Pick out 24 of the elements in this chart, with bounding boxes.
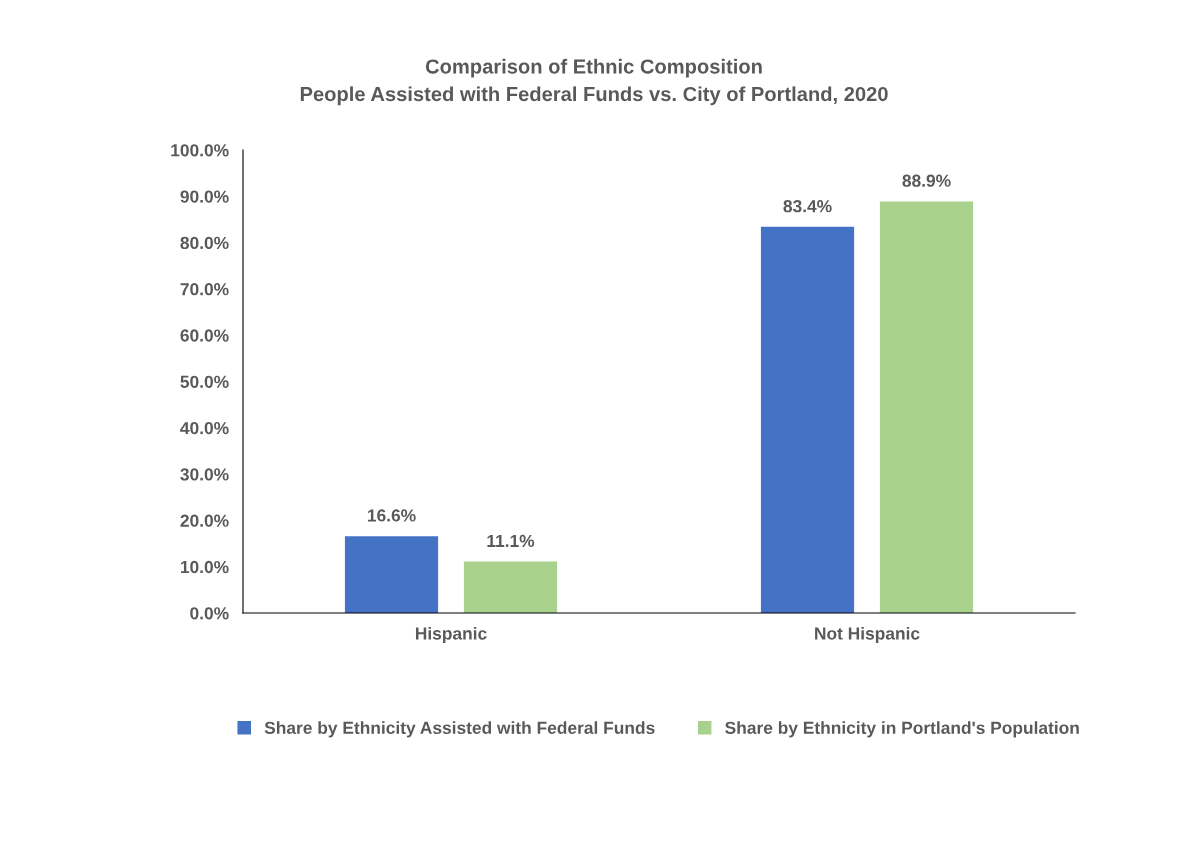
data-label: 88.9% [902, 174, 951, 187]
data-label: 16.6% [367, 509, 416, 522]
chart-title: Comparison of Ethnic Composition People Assisted with Federal Funds vs. City of Portland, 2020 [300, 58, 888, 106]
bar [344, 536, 439, 613]
data-label: 83.4% [783, 200, 832, 213]
y-tick-label: 90.0% [180, 190, 229, 203]
bar [879, 201, 974, 613]
x-tick-label: Not Hispanic [815, 626, 920, 644]
legend-label: Share by Ethnicity in Portland's Population [725, 721, 1079, 738]
y-tick-label: 40.0% [180, 421, 229, 435]
bar [760, 226, 855, 613]
y-tick-label: 10.0% [180, 560, 229, 574]
y-tick-label: 80.0% [180, 236, 229, 250]
y-tick-label: 50.0% [180, 375, 229, 388]
y-tick-label: 100.0% [171, 144, 229, 157]
data-label: 11.1% [487, 534, 535, 548]
legend-label: Share by Ethnicity Assisted with Federal Funds [264, 721, 655, 738]
y-tick-label: 70.0% [180, 283, 229, 296]
y-tick-label: 0.0% [190, 607, 229, 620]
y-tick-label: 60.0% [180, 329, 229, 342]
x-tick-label: Hispanic [415, 626, 487, 644]
y-tick-label: 20.0% [180, 514, 229, 527]
y-tick-label: 30.0% [180, 468, 229, 481]
bar [463, 561, 558, 613]
